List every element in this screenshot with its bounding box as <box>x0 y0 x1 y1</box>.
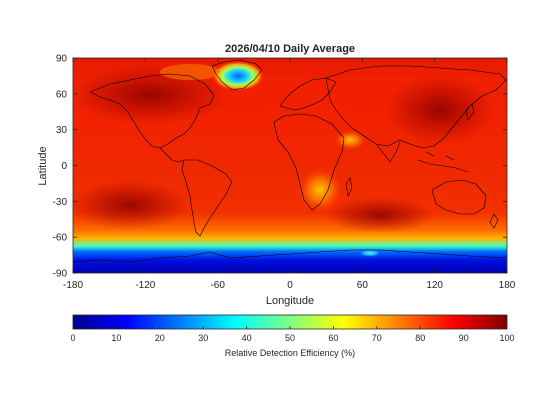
coastline-indonesia <box>417 151 469 173</box>
coastline-europe <box>279 77 337 111</box>
y-axis-label: Latitude <box>37 146 49 185</box>
x-tick-label: 60 <box>357 280 369 291</box>
colorbar-tick-label: 10 <box>111 333 121 343</box>
coastline-antarctica <box>73 249 507 263</box>
x-tick-label: 0 <box>287 280 293 291</box>
y-tick-label: -90 <box>53 269 68 280</box>
colorbar-tick-label: 90 <box>459 333 469 343</box>
y-axis-ticks: 90 60 30 0 -30 -60 -90 <box>53 54 507 280</box>
coastline-new-zealand <box>489 213 499 229</box>
x-tick-label: -60 <box>210 280 225 291</box>
x-axis-ticks: -180 -120 -60 0 60 120 180 <box>63 58 516 291</box>
y-tick-label: 0 <box>61 161 67 172</box>
low-spot-antarctic-coast <box>358 249 382 257</box>
x-tick-label: -120 <box>135 280 155 291</box>
coastline-india <box>375 141 401 163</box>
colorbar-tick-label: 100 <box>499 333 514 343</box>
coastline-south-america <box>181 159 233 237</box>
coastline-madagascar <box>345 177 353 197</box>
colorbar-tick-label: 40 <box>242 333 252 343</box>
x-axis-label: Longitude <box>266 295 314 307</box>
y-tick-label: 90 <box>56 54 68 65</box>
x-tick-label: 120 <box>426 280 443 291</box>
y-tick-label: -60 <box>53 233 68 244</box>
coastline-greenland <box>211 59 263 91</box>
colorbar-tick-label: 30 <box>198 333 208 343</box>
y-tick-label: 30 <box>56 125 68 136</box>
colorbar-tick-label: 0 <box>70 333 75 343</box>
coastline-australia <box>431 179 487 215</box>
colorbar: 0 10 20 30 40 50 60 70 80 90 100 Relative Detectio… <box>70 314 515 358</box>
dark-region-east-asia <box>385 75 495 145</box>
colorbar-ticks: 0 10 20 30 40 50 60 70 80 90 100 <box>70 326 515 343</box>
coastline-north-america <box>89 73 215 149</box>
x-tick-label: -180 <box>63 280 83 291</box>
map-title: 2026/04/10 Daily Average <box>225 43 355 55</box>
x-tick-label: 180 <box>499 280 516 291</box>
map-plot-area <box>73 58 507 273</box>
colorbar-label: Relative Detection Efficiency (%) <box>225 348 355 358</box>
dark-region-southeast-pacific <box>73 180 190 230</box>
coastline-central-america <box>159 147 185 163</box>
colorbar-tick-label: 70 <box>372 333 382 343</box>
low-region-arctic-canada <box>160 64 220 80</box>
colorbar-tick-label: 20 <box>155 333 165 343</box>
coastline-asia <box>325 65 507 149</box>
colorbar-tick-label: 60 <box>328 333 338 343</box>
high-region-arabia <box>334 130 366 150</box>
dark-region-north-pacific <box>73 65 230 125</box>
y-tick-label: 60 <box>56 89 68 100</box>
coastline-japan <box>465 103 475 121</box>
colorbar-tick-label: 50 <box>285 333 295 343</box>
colorbar-tick-label: 80 <box>415 333 425 343</box>
coastline-africa <box>273 113 345 211</box>
y-tick-label: -30 <box>53 197 68 208</box>
coastlines <box>73 59 507 263</box>
dark-region-south-indian <box>325 197 435 233</box>
high-region-southern-africa <box>298 168 342 212</box>
low-region-greenland <box>212 61 264 91</box>
